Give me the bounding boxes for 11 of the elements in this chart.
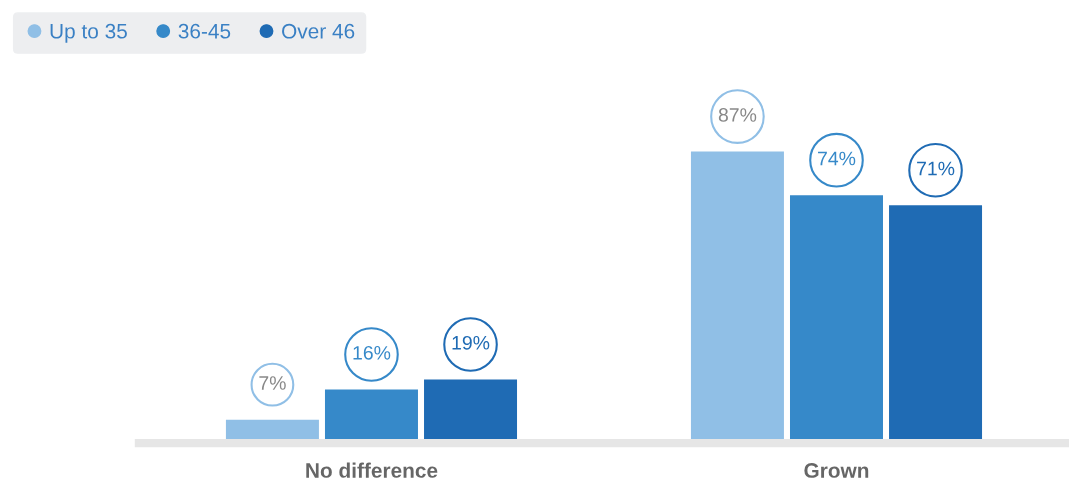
x-tick-label: No difference (306, 462, 438, 478)
data-label: 19% (452, 335, 490, 350)
data-label: 74% (818, 151, 856, 166)
data-label: 87% (718, 108, 757, 122)
legend-label: 36-45 (178, 23, 231, 39)
legend-label: Up to 35 (50, 23, 127, 43)
data-label: 7% (259, 376, 286, 390)
data-label: 71% (917, 161, 955, 176)
x-tick-label: Grown (804, 463, 869, 478)
data-label: 16% (353, 345, 391, 360)
legend-label: Over 46 (282, 23, 355, 39)
